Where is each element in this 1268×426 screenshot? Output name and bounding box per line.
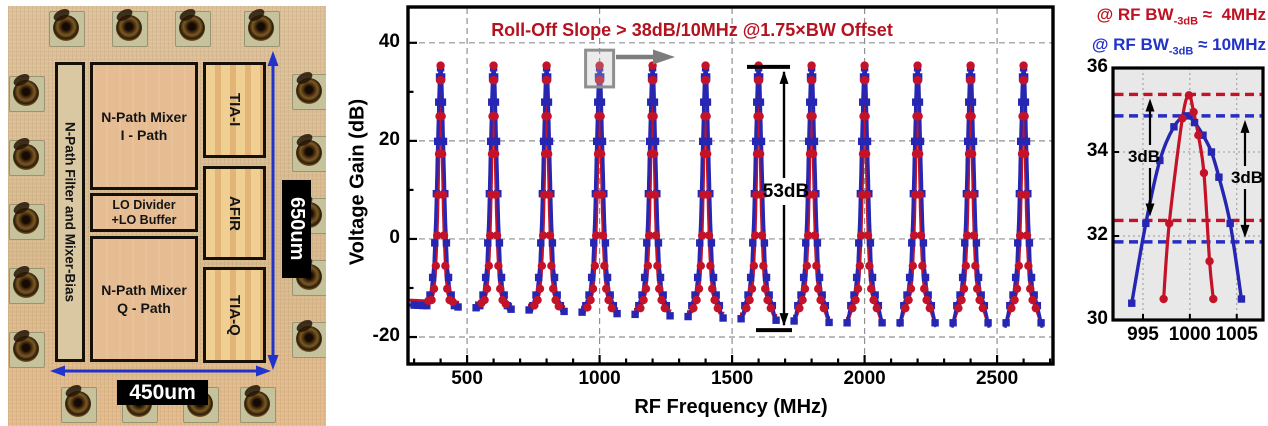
inset-curves [1128,91,1246,307]
bond-pad [9,140,45,176]
block-label: N-Path Mixer [101,282,187,298]
bond-pad [292,136,326,172]
legend-subscript: -3dB [1168,45,1194,58]
inset-y-tick-label: 32 [1086,224,1108,245]
rejection-53db-label: 53dB [762,181,810,202]
legend-subscript: -3dB [1173,15,1199,28]
bond-pad [9,332,45,368]
bond-pad [175,11,211,47]
block-label: I - Path [120,127,168,143]
block-label: TIA-Q [226,294,243,336]
block-npath-mixer-q: N-Path Mixer Q - Path [90,236,198,362]
inset-3db-label-left: 3dB [1127,147,1161,166]
legend-entry-4mhz: @ RF BW-3dB ≈ 4MHz [1080,3,1266,33]
bond-ball [179,15,205,41]
die-width-label: 450um [117,380,208,405]
dimension-arrow-horizontal [50,365,271,377]
block-tia-q: TIA-Q [203,267,266,363]
dimension-arrow-vertical [267,51,279,370]
block-npath-filter: N-Path Filter and Mixer-Bias [55,62,85,362]
bond-pad [292,74,326,110]
bond-pad [9,76,45,112]
bond-ball [296,78,322,104]
bond-ball [13,80,39,106]
bond-ball [296,140,322,166]
x-tick-label: 2500 [975,368,1019,389]
rejection-arrow [747,64,792,333]
x-tick-label: 2000 [843,368,886,389]
inset-x-tick-label: 995 [1127,324,1159,345]
y-tick-label: -20 [372,325,400,347]
inset-y-tick-label: 34 [1086,140,1108,161]
inset-grid [1113,68,1263,320]
bond-pad [49,11,85,47]
block-label: TIA-I [226,93,243,127]
bond-pad [61,387,97,423]
y-tick-label: 20 [378,128,400,150]
zoom-pointer-arrow [616,49,675,65]
bond-pad [9,268,45,304]
legend-approx: ≈ [1198,35,1208,55]
inset-y-tick-label: 30 [1086,308,1108,329]
bond-pad [240,387,276,423]
legend-entry-10mhz: @ RF BW-3dB ≈ 10MHz [1080,33,1266,63]
bond-ball [13,336,39,362]
bond-ball [296,326,322,352]
block-npath-mixer-i: N-Path Mixer I - Path [90,62,198,190]
inset-3db-label-right: 3dB [1230,168,1264,187]
x-tick-label: 500 [451,368,483,389]
chip-micrograph: N-Path Filter and Mixer-Bias N-Path Mixe… [8,6,326,426]
bond-ball [53,15,79,41]
block-label: N-Path Filter and Mixer-Bias [62,121,78,303]
x-tick-label: 1000 [578,368,621,389]
block-label: LO Divider [112,197,176,212]
inset-y-tick-label: 36 [1086,56,1108,77]
inset-x-tick-label: 1005 [1215,324,1258,345]
x-axis-title: RF Frequency (MHz) [634,396,828,418]
bond-ball [248,15,274,41]
die-height-label: 650um [282,180,311,278]
bond-pad [112,11,148,47]
bond-ball [13,272,39,298]
legend-value: 10MHz [1212,35,1266,55]
legend-text: @ RF BW [1096,5,1174,24]
block-label: AFIR [226,195,243,231]
y-tick-label: 0 [389,226,400,248]
peak-highlight-box [584,48,616,89]
y-tick-label: 40 [378,30,400,52]
bond-pad [9,204,45,240]
rolloff-annotation: Roll-Off Slope > 38dB/10MHz @1.75×BW Off… [491,20,893,40]
chip-dimension-arrows [50,51,279,377]
bond-ball [65,391,91,417]
legend-text: @ RF BW [1091,35,1169,55]
block-tia-i: TIA-I [203,62,266,158]
red-markers-main [424,61,1040,313]
legend-approx: ≈ [1202,5,1213,24]
bond-ball [116,15,142,41]
main-grid [409,8,1052,363]
block-label: N-Path Mixer [101,109,187,125]
block-afir: AFIR [203,166,266,260]
inset-3db-arrows [1145,98,1250,238]
legend-value: 4MHz [1221,5,1266,24]
block-label: +LO Buffer [111,212,177,227]
bond-ball [13,144,39,170]
x-tick-label: 1500 [710,368,754,389]
bond-ball [13,208,39,234]
bond-ball [244,391,270,417]
inset-x-tick-label: 1000 [1168,324,1212,345]
plot-legend: @ RF BW-3dB ≈ 4MHz @ RF BW-3dB ≈ 10MHz [1080,3,1266,64]
block-label: Q - Path [117,300,171,316]
bond-pad [244,11,280,47]
bond-pad [292,322,326,358]
block-lo-divider: LO Divider +LO Buffer [90,193,198,232]
